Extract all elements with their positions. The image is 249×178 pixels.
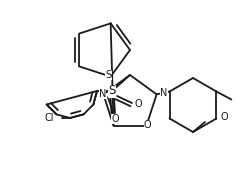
Text: N: N (160, 88, 168, 98)
Text: O: O (220, 112, 228, 122)
Text: S: S (108, 85, 116, 98)
Text: O: O (134, 99, 142, 109)
Text: S: S (105, 70, 112, 80)
Text: N: N (99, 89, 106, 99)
Text: O: O (144, 120, 151, 130)
Text: Cl: Cl (45, 113, 54, 123)
Text: O: O (111, 114, 119, 124)
